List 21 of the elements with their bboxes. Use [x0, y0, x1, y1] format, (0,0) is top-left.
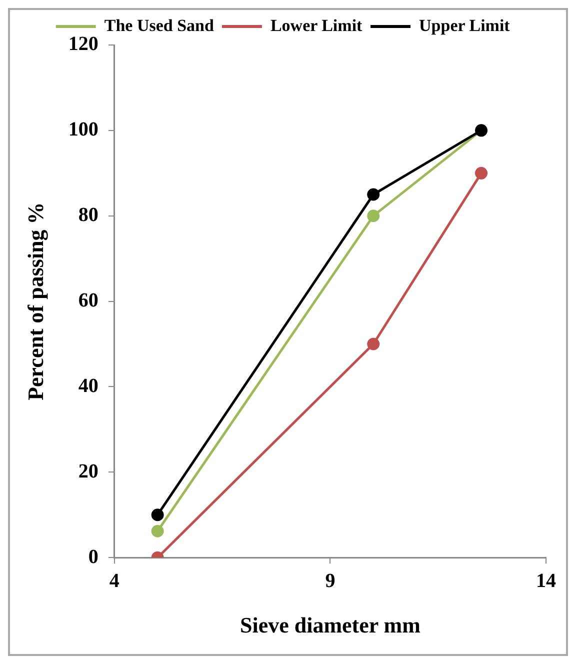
y-tick-label: 20 — [78, 460, 98, 482]
y-tick-label: 80 — [78, 204, 98, 226]
legend-label: Upper Limit — [419, 16, 510, 35]
point — [367, 210, 380, 222]
y-tick-label: 100 — [68, 118, 98, 141]
point — [151, 508, 164, 522]
legend-label: The Used Sand — [104, 16, 214, 35]
x-axis-title: Sieve diameter mm — [240, 612, 420, 638]
legend-label: Lower Limit — [270, 16, 363, 35]
y-tick-label: 0 — [88, 546, 98, 568]
y-axis-title: Percent of passing % — [22, 202, 48, 400]
point — [475, 166, 488, 180]
y-tick-label: 60 — [78, 289, 98, 312]
point — [151, 524, 164, 538]
y-tick-label: 120 — [68, 33, 98, 56]
y-tick-label: 40 — [78, 374, 98, 397]
x-tick-label: 14 — [536, 570, 556, 592]
point — [367, 188, 380, 201]
point — [367, 338, 380, 350]
x-tick-label: 9 — [325, 570, 336, 592]
x-tick-label: 4 — [109, 570, 120, 592]
